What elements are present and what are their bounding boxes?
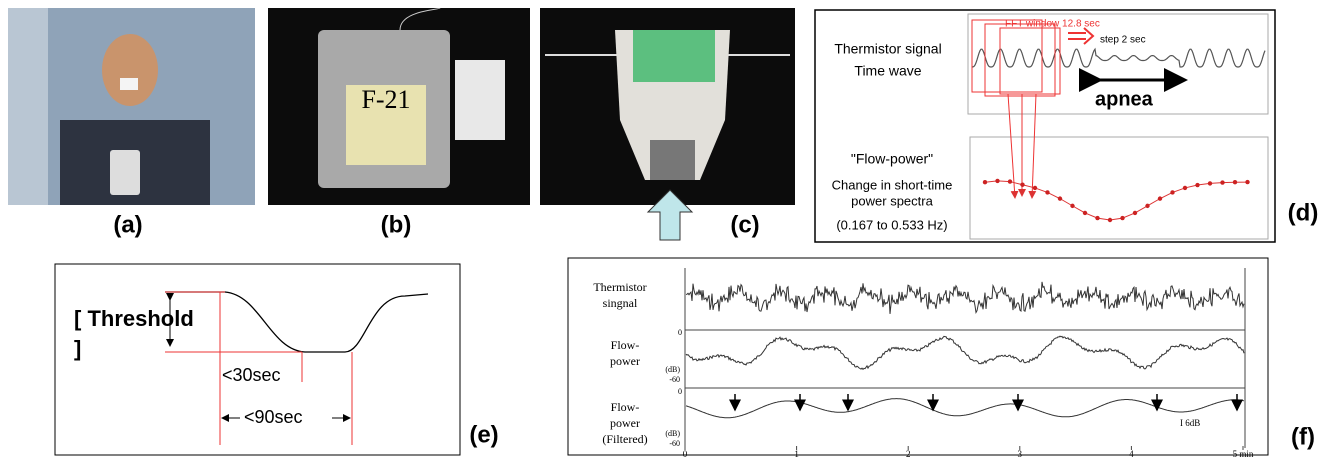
row-label: (Filtered) [602, 432, 647, 446]
dot [1045, 190, 1050, 195]
flow-power-title: "Flow-power" [851, 151, 933, 167]
dot [1007, 179, 1013, 184]
dot [1232, 180, 1238, 185]
signal-title: Time wave [854, 63, 921, 79]
duration-label: <30sec [222, 365, 281, 385]
fft-windows [971, 19, 1095, 199]
row-label: Thermistor [593, 280, 646, 294]
dot [995, 178, 1000, 184]
dot [1032, 185, 1038, 191]
photo-c [540, 8, 795, 205]
step-label: step 2 sec [1100, 35, 1146, 46]
x-tick-label: 3 [1018, 449, 1023, 459]
guides [165, 291, 353, 445]
panel-box [814, 9, 1276, 243]
dot [1170, 190, 1175, 195]
axis-label: 0 [678, 328, 682, 337]
row-label: Flow- [611, 400, 640, 414]
scale-label: I 6dB [1180, 418, 1200, 428]
event-arrows [729, 394, 1243, 412]
x-tick-label: 0 [683, 449, 688, 459]
row-label: Flow- [611, 338, 640, 352]
flow-desc: (0.167 to 0.533 Hz) [836, 217, 947, 232]
flow-power-curve [984, 180, 1248, 221]
row-label: power [610, 354, 640, 368]
curve [165, 291, 429, 353]
panel-box [567, 257, 1269, 456]
axis-label: -60 [669, 439, 680, 448]
panel-box [54, 263, 461, 456]
x-tick-label: 2 [906, 449, 911, 459]
filtered-wave [685, 398, 1245, 419]
dot [1070, 203, 1075, 209]
dots [982, 178, 1250, 223]
row-label: singnal [603, 296, 638, 310]
dot [1057, 196, 1063, 201]
dot [1020, 182, 1025, 187]
dot [1220, 180, 1225, 185]
x-tick-label: 4 [1129, 449, 1134, 459]
panel-label: (a) [113, 211, 142, 238]
waveform [971, 47, 1266, 68]
panel-label: (e) [469, 421, 498, 448]
dot [1195, 182, 1200, 188]
threshold-label: [ Threshold [74, 306, 194, 331]
photo-b [268, 7, 530, 205]
flow-desc: Change in short-time [832, 177, 953, 192]
axis-label: 0 [678, 387, 682, 396]
axis-label: (dB) [665, 429, 680, 438]
arrow [646, 189, 694, 241]
dot [1145, 203, 1150, 209]
threshold-label: ] [74, 336, 81, 361]
dot [1107, 217, 1113, 223]
dot [1120, 215, 1125, 221]
axis-label: (dB) [665, 365, 680, 374]
dot [1245, 179, 1250, 185]
dot [1132, 210, 1138, 216]
panel-label: (d) [1288, 199, 1319, 226]
signal-title: Thermistor signal [834, 41, 941, 57]
row-label: power [610, 416, 640, 430]
power-box [969, 136, 1269, 240]
panel-label: (b) [381, 211, 412, 238]
dot [1207, 181, 1213, 186]
signal-box [967, 13, 1269, 115]
x-tick-label: 5 min [1233, 449, 1254, 459]
flow-desc: power spectra [851, 193, 933, 208]
panel-label: (f) [1291, 423, 1315, 450]
dot [1157, 196, 1163, 201]
duration-label: <90sec [244, 407, 303, 427]
panel-label: (c) [730, 211, 759, 238]
x-tick-label: 1 [794, 449, 799, 459]
photo-a [8, 8, 255, 205]
thermistor-wave [685, 281, 1245, 315]
dot [1182, 185, 1188, 191]
axis-label: -60 [669, 375, 680, 384]
flow-power-wave [685, 335, 1245, 371]
dot [1095, 215, 1100, 221]
plot-frame [684, 268, 1246, 448]
dot [1082, 210, 1088, 216]
fft-label: FFT window 12.8 sec [1005, 19, 1100, 30]
apnea-label: apnea [1095, 88, 1154, 110]
device-tag: F-21 [361, 85, 410, 114]
dot [982, 180, 988, 185]
